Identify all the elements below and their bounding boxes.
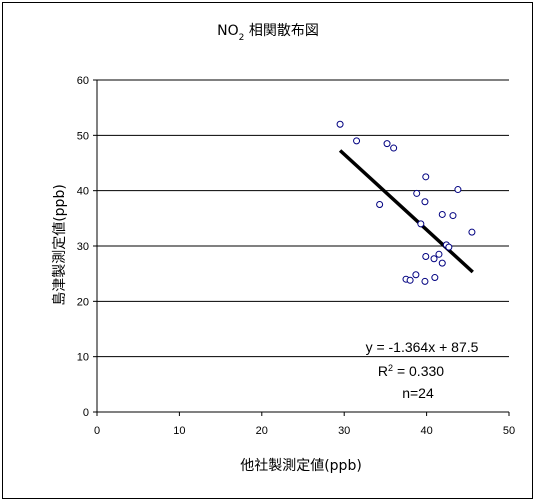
- data-point-21: [406, 276, 414, 284]
- y-axis-title: 島津製測定値(ppb): [52, 184, 68, 306]
- title-main: NO: [217, 23, 239, 39]
- chart-frame: [2, 2, 533, 499]
- data-point-1: [336, 120, 344, 128]
- x-tick-label-50: 50: [503, 425, 515, 437]
- tick-labels: 0 10 20 30 40 50 60 0 10 20 30 40 50: [77, 75, 515, 437]
- data-point-2: [353, 137, 361, 145]
- r-squared-label: R2 = 0.330: [378, 363, 444, 379]
- data-point-19: [412, 271, 420, 279]
- r2-superscript: 2: [388, 363, 393, 373]
- data-point-15: [422, 253, 430, 261]
- data-point-7: [422, 173, 430, 181]
- chart-title: NO2 相関散布図: [217, 23, 319, 43]
- data-point-4: [390, 144, 398, 152]
- title-subscript: 2: [239, 33, 245, 43]
- data-point-10: [438, 210, 446, 218]
- trendline-layer: [338, 149, 474, 274]
- data-point-6: [413, 189, 421, 197]
- regression-line: [338, 149, 474, 274]
- gridlines: [97, 79, 509, 358]
- r2-value: = 0.330: [393, 363, 444, 379]
- data-point-16: [430, 255, 438, 263]
- y-tick-label-30: 30: [77, 241, 89, 253]
- data-point-11: [449, 212, 457, 220]
- y-tick-label-50: 50: [77, 130, 89, 142]
- data-point-13: [468, 228, 476, 236]
- x-tick-label-40: 40: [420, 425, 432, 437]
- data-point-9: [454, 186, 462, 194]
- data-point-17: [435, 250, 443, 258]
- x-tick-label-30: 30: [338, 425, 350, 437]
- y-tick-label-10: 10: [77, 352, 89, 364]
- data-point-23: [431, 274, 439, 282]
- x-tick-label-0: 0: [94, 425, 100, 437]
- r2-prefix: R: [378, 363, 388, 379]
- y-tick-label-20: 20: [77, 296, 89, 308]
- data-point-3: [383, 140, 391, 148]
- sample-count-label: n=24: [402, 385, 434, 401]
- regression-equation: y = -1.364x + 87.5: [366, 339, 479, 355]
- x-axis-title: 他社製測定値(ppb): [240, 458, 362, 474]
- title-rest: 相関散布図: [244, 23, 318, 39]
- x-tick-label-10: 10: [173, 425, 185, 437]
- data-point-22: [421, 277, 429, 285]
- data-point-8: [421, 198, 429, 206]
- y-tick-label-0: 0: [83, 407, 89, 419]
- data-point-18: [438, 259, 446, 267]
- y-tick-label-60: 60: [77, 75, 89, 87]
- x-tick-label-20: 20: [256, 425, 268, 437]
- axes: [93, 79, 510, 416]
- data-point-5: [376, 201, 384, 208]
- data-point-12: [417, 220, 425, 228]
- data-point-24: [445, 243, 453, 251]
- y-tick-label-40: 40: [77, 186, 89, 198]
- data-points: [336, 120, 476, 285]
